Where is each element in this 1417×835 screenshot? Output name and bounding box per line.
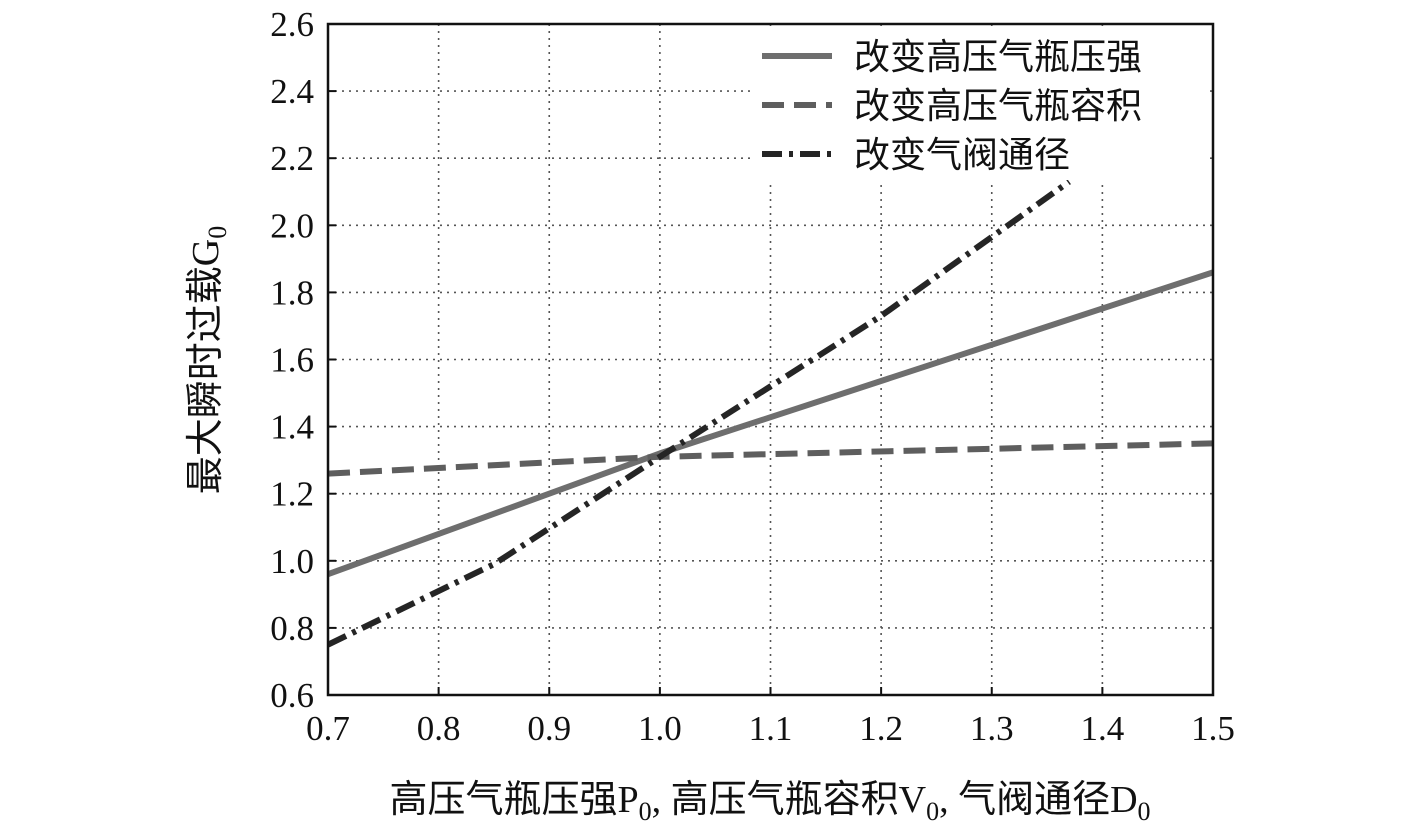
series-line-3 bbox=[328, 179, 1071, 648]
y-axis-label: 最大瞬时过载G0 bbox=[185, 226, 232, 494]
x-tick-label: 1.5 bbox=[1191, 709, 1235, 748]
x-tick-label: 1.4 bbox=[1081, 709, 1125, 748]
x-tick-label: 0.7 bbox=[306, 709, 350, 748]
y-tick-label: 2.6 bbox=[270, 5, 314, 44]
x-tick-label: 0.9 bbox=[527, 709, 571, 748]
y-tick-label: 1.2 bbox=[270, 475, 314, 514]
y-tick-label: 1.6 bbox=[270, 341, 314, 380]
series-lines bbox=[328, 179, 1213, 648]
y-tick-label: 2.2 bbox=[270, 139, 314, 178]
y-tick-label: 1.8 bbox=[270, 273, 314, 312]
y-tick-label: 1.4 bbox=[270, 408, 314, 447]
legend-label-2: 改变高压气瓶容积 bbox=[854, 86, 1142, 126]
y-tick-labels: 0.6 0.8 1.0 1.2 1.4 1.6 1.8 2.0 2.2 2.4 2.6 bbox=[270, 5, 336, 715]
x-tick-label: 1.0 bbox=[638, 709, 682, 748]
x-tick-label: 1.3 bbox=[970, 709, 1014, 748]
y-tick-label: 1.0 bbox=[270, 542, 314, 581]
legend-label-3: 改变气阀通径 bbox=[854, 135, 1070, 175]
legend-label-1: 改变高压气瓶压强 bbox=[854, 37, 1142, 77]
y-tick-label: 2.0 bbox=[270, 206, 314, 245]
x-tick-label: 1.1 bbox=[749, 709, 793, 748]
y-tick-label: 2.4 bbox=[270, 72, 314, 111]
y-tick-label: 0.6 bbox=[270, 676, 314, 715]
x-axis-label: 高压气瓶压强P0, 高压气瓶容积V0, 气阀通径D0 bbox=[389, 779, 1150, 826]
y-tick-label: 0.8 bbox=[270, 609, 314, 648]
x-tick-label: 0.8 bbox=[417, 709, 461, 748]
x-tick-labels: 0.7 0.8 0.9 1.0 1.1 1.2 1.3 1.4 1.5 bbox=[306, 687, 1235, 748]
x-tick-label: 1.2 bbox=[859, 709, 903, 748]
